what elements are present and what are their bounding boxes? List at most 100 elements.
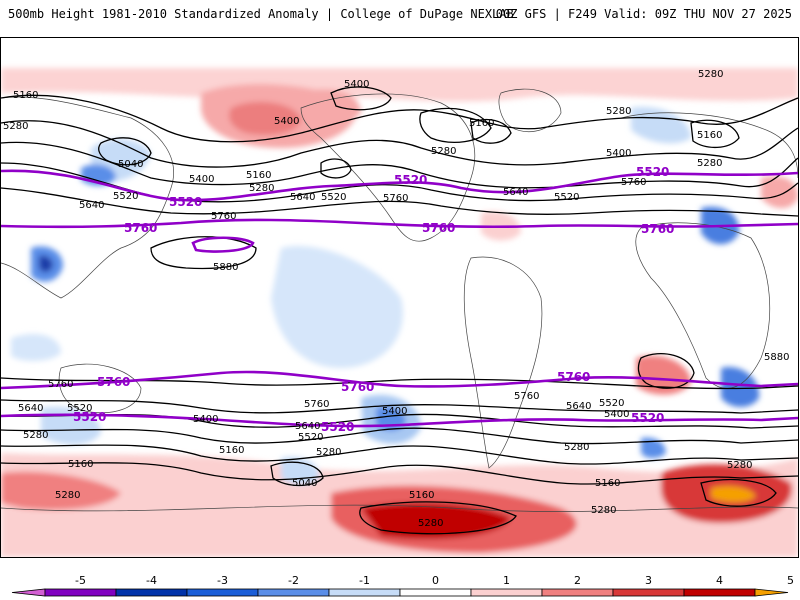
label-5400: 5400: [193, 414, 218, 425]
coastline-europe-africa: [620, 112, 798, 389]
label-5280: 5280: [3, 121, 28, 132]
label-5760-purple: 5760: [557, 370, 590, 384]
label-5160: 5160: [697, 130, 722, 141]
label-5280: 5280: [727, 460, 752, 471]
contour-5760-sh-purple: [1, 370, 798, 390]
colorbar-tick-labels: -5 -4 -3 -2 -1 0 1 2 3 4 5: [75, 574, 794, 587]
colorbar-tick-label: -2: [288, 574, 299, 587]
label-5520-purple: 5520: [636, 165, 669, 179]
label-5640: 5640: [503, 187, 528, 198]
label-5400: 5400: [189, 174, 214, 185]
label-5520: 5520: [554, 192, 579, 203]
label-5760: 5760: [48, 379, 73, 390]
label-5160: 5160: [246, 170, 271, 181]
contour-labels: 5160 5280 5400 5280 5400 5160 5040 5520 …: [3, 69, 789, 529]
contour-5280-ant-right: [700, 478, 777, 507]
label-5880: 5880: [764, 352, 789, 363]
contour-5280-sh: [1, 444, 798, 465]
contour-5160-atl: [690, 119, 740, 149]
coastline-greenland: [498, 88, 562, 132]
colorbar-segment: [257, 588, 330, 597]
label-5280: 5280: [591, 505, 616, 516]
label-5760-purple: 5760: [341, 380, 374, 394]
coastline-australia: [58, 363, 142, 414]
label-5640: 5640: [290, 192, 315, 203]
anomaly-positive-southern-right-core: [711, 485, 756, 503]
colorbar-segment: [11, 588, 46, 597]
label-5520: 5520: [67, 403, 92, 414]
colorbar-segment: [186, 588, 259, 597]
label-5520-purple: 5520: [73, 410, 106, 424]
label-5280: 5280: [316, 447, 341, 458]
label-5400: 5400: [382, 406, 407, 417]
anomaly-negative-southern-right2: [641, 437, 666, 459]
contour-5640-sh: [1, 399, 798, 414]
label-5760-purple: 5760: [97, 375, 130, 389]
contour-5520-nh-purple: [1, 169, 798, 202]
contour-5040-sh: [270, 461, 324, 487]
model-run-info: 00Z GFS | F249 Valid: 09Z THU NOV 27 202…: [495, 7, 792, 21]
highlight-contour-layer: [1, 169, 798, 428]
label-5400: 5400: [274, 116, 299, 127]
anomaly-positive-southern-left: [1, 471, 121, 510]
label-5520-purple: 5520: [169, 195, 202, 209]
label-5760: 5760: [514, 391, 539, 402]
label-5280: 5280: [697, 158, 722, 169]
label-5280: 5280: [564, 442, 589, 453]
label-5520: 5520: [599, 398, 624, 409]
label-5040: 5040: [118, 159, 143, 170]
contour-5280-ant: [359, 501, 517, 535]
label-5280: 5280: [431, 146, 456, 157]
colorbar-tick-label: -3: [217, 574, 228, 587]
highlight-labels: 5520 5520 5520 5760 5760 5760 5760 5520 …: [73, 165, 674, 434]
anomaly-negative-pac-light: [271, 246, 403, 368]
colorbar-tick-label: 3: [645, 574, 652, 587]
anomaly-positive-npac-core: [229, 102, 301, 135]
colorbar-segment: [683, 588, 756, 597]
label-5400: 5400: [344, 79, 369, 90]
anomaly-negative-indian: [11, 333, 61, 361]
label-5760: 5760: [211, 211, 236, 222]
label-5520: 5520: [321, 192, 346, 203]
coastline-north-america: [300, 93, 475, 242]
label-5280: 5280: [249, 183, 274, 194]
colorbar-segment: [612, 588, 685, 597]
label-5280: 5280: [606, 106, 631, 117]
label-5760: 5760: [383, 193, 408, 204]
colorbar-tick-label: 0: [432, 574, 439, 587]
label-5040: 5040: [292, 478, 317, 489]
colorbar-tick-label: 1: [503, 574, 510, 587]
contour-5520-sh-purple: [1, 413, 798, 428]
colorbar: -5 -4 -3 -2 -1 0 1 2 3 4 5: [11, 574, 794, 597]
colorbar-segment: [754, 588, 789, 597]
coastline-south-america: [463, 256, 543, 469]
label-5640: 5640: [295, 421, 320, 432]
label-5520-purple: 5520: [321, 420, 354, 434]
anomaly-positive-southern-core: [361, 502, 511, 539]
contour-5040-asia: [98, 137, 152, 166]
title-bar: 500mb Height 1981-2010 Standardized Anom…: [0, 0, 800, 30]
anomaly-shading-layer: [1, 68, 798, 557]
contour-5280-nh: [1, 120, 798, 168]
label-5160: 5160: [219, 445, 244, 456]
label-5640: 5640: [79, 200, 104, 211]
coastline-antarctica: [1, 504, 798, 512]
label-5520: 5520: [113, 191, 138, 202]
anomaly-negative-india-core: [39, 255, 53, 273]
colorbar-segment: [399, 588, 472, 597]
contour-5520-sh-black: [1, 413, 798, 429]
anomaly-map[interactable]: 5160 5280 5400 5280 5400 5160 5040 5520 …: [1, 38, 798, 557]
label-5760-purple: 5760: [422, 221, 455, 235]
label-5880: 5880: [213, 262, 238, 273]
label-5280: 5280: [55, 490, 80, 501]
label-5160: 5160: [595, 478, 620, 489]
contour-5160-sh: [1, 462, 798, 485]
colorbar-tick-label: -1: [359, 574, 370, 587]
contour-5880-nh-purple: [191, 236, 255, 253]
map-panel[interactable]: 5160 5280 5400 5280 5400 5160 5040 5520 …: [0, 37, 799, 558]
label-5280: 5280: [418, 518, 443, 529]
contour-5280-eu: [419, 107, 492, 143]
colorbar-tick-label: 2: [574, 574, 581, 587]
colorbar-segments: [11, 588, 789, 597]
colorbar-segment: [470, 588, 543, 597]
